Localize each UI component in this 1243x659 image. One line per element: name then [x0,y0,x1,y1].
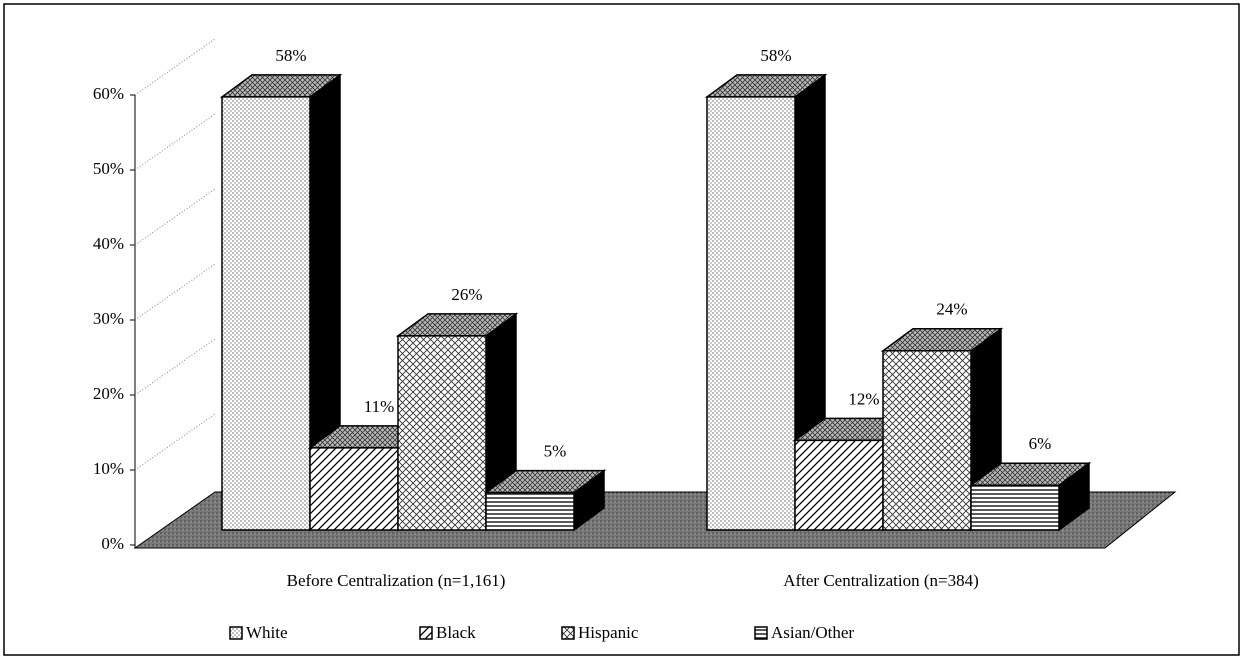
data-label: 26% [451,285,482,304]
grid-line [134,263,216,321]
bar-front [882,350,972,531]
y-tick-label: 60% [93,84,124,103]
legend-swatch [229,626,243,640]
bar-front [309,447,399,531]
legend-label: Black [436,623,476,642]
grid-line [134,188,216,246]
legend-swatch [754,626,768,640]
y-tick-label: 10% [93,459,124,478]
x-tick-label: Before Centralization (n=1,161) [287,571,506,590]
bar-front [397,335,487,531]
bar [968,461,1092,532]
y-tick-label: 30% [93,309,124,328]
frame [3,3,1240,656]
legend-label: Hispanic [578,623,639,642]
data-label: 11% [364,397,395,416]
grid-line [134,38,216,96]
grid-line [134,413,216,471]
y-tick-label: 0% [101,534,124,553]
bar-front [485,491,575,531]
bar [483,469,607,532]
y-tick-label: 20% [93,384,124,403]
data-label: 5% [544,442,567,461]
y-tick-label: 50% [93,159,124,178]
bar-front [794,439,884,531]
x-tick-label: After Centralization (n=384) [783,571,979,590]
legend-swatch [561,626,575,640]
data-label: 12% [848,389,879,408]
legend-label: White [246,623,288,642]
bar [704,73,828,532]
data-label: 58% [760,46,791,65]
bar-front [706,96,796,531]
data-label: 6% [1029,434,1052,453]
y-tick-label: 40% [93,234,124,253]
data-label: 58% [275,46,306,65]
legend-label: Asian/Other [771,623,854,642]
bar-front [221,96,311,531]
data-label: 24% [936,300,967,319]
bar [395,312,519,532]
grid-line [134,338,216,396]
bar-front [970,484,1060,531]
legend-swatch [419,626,433,640]
grid-line [134,113,216,171]
